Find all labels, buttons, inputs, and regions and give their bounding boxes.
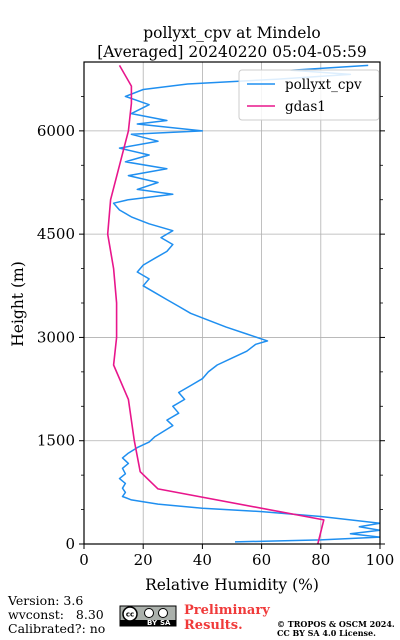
series-line-pollyxt-cpv: [112, 64, 380, 543]
series-line-gdas1: [106, 65, 325, 544]
plot-frame: [83, 61, 381, 545]
preliminary-text-line-1: Preliminary: [184, 603, 270, 618]
x-tick-label: 20: [134, 551, 153, 569]
svg-text:BY: BY: [147, 619, 158, 627]
x-tick-label: 60: [252, 551, 271, 569]
x-tick-label: 100: [366, 551, 395, 569]
legend: pollyxt_cpv gdas1: [238, 69, 380, 121]
x-axis-label: Relative Humidity (%): [145, 576, 319, 594]
copyright-line-2: CC BY SA 4.0 License.: [277, 628, 376, 638]
version-text: Version: 3.6: [7, 593, 83, 608]
y-tick-label: 1500: [37, 432, 75, 450]
preliminary-text-line-2: Results.: [184, 618, 243, 633]
chart-title-line-1: pollyxt_cpv at Mindelo: [143, 24, 321, 42]
x-tick-label: 40: [193, 551, 212, 569]
grid: [83, 62, 381, 545]
y-tick-label: 4500: [37, 225, 75, 243]
svg-text:cc: cc: [126, 611, 134, 619]
legend-frame: [238, 69, 380, 121]
y-tick-label: 6000: [37, 122, 75, 140]
footer: Version: 3.6 wvconst: 8.30 Calibrated?: …: [7, 593, 395, 638]
chart-title-line-2: [Averaged] 20240220 05:04-05:59: [97, 43, 367, 61]
copyright-line-1: © TROPOS & OSCM 2024.: [277, 619, 395, 629]
series-layer: [106, 64, 380, 544]
x-tick-label: 0: [79, 551, 89, 569]
y-axis-label: Height (m): [9, 261, 27, 347]
calibrated-text: Calibrated?: no: [8, 621, 105, 636]
svg-text:SA: SA: [160, 619, 171, 627]
x-tick-label: 80: [311, 551, 330, 569]
y-tick-label: 0: [65, 535, 75, 553]
legend-label-gdas1: gdas1: [285, 99, 326, 115]
y-tick-label: 3000: [37, 328, 75, 346]
wvconst-text: wvconst: 8.30: [8, 607, 104, 622]
cc-by-sa-badge: cc BY SA: [119, 605, 177, 627]
legend-label-pollyxt-cpv: pollyxt_cpv: [285, 77, 362, 93]
ticks: 0 20 40 60 80 100 0 1500 3000 4500 6000: [37, 96, 395, 569]
